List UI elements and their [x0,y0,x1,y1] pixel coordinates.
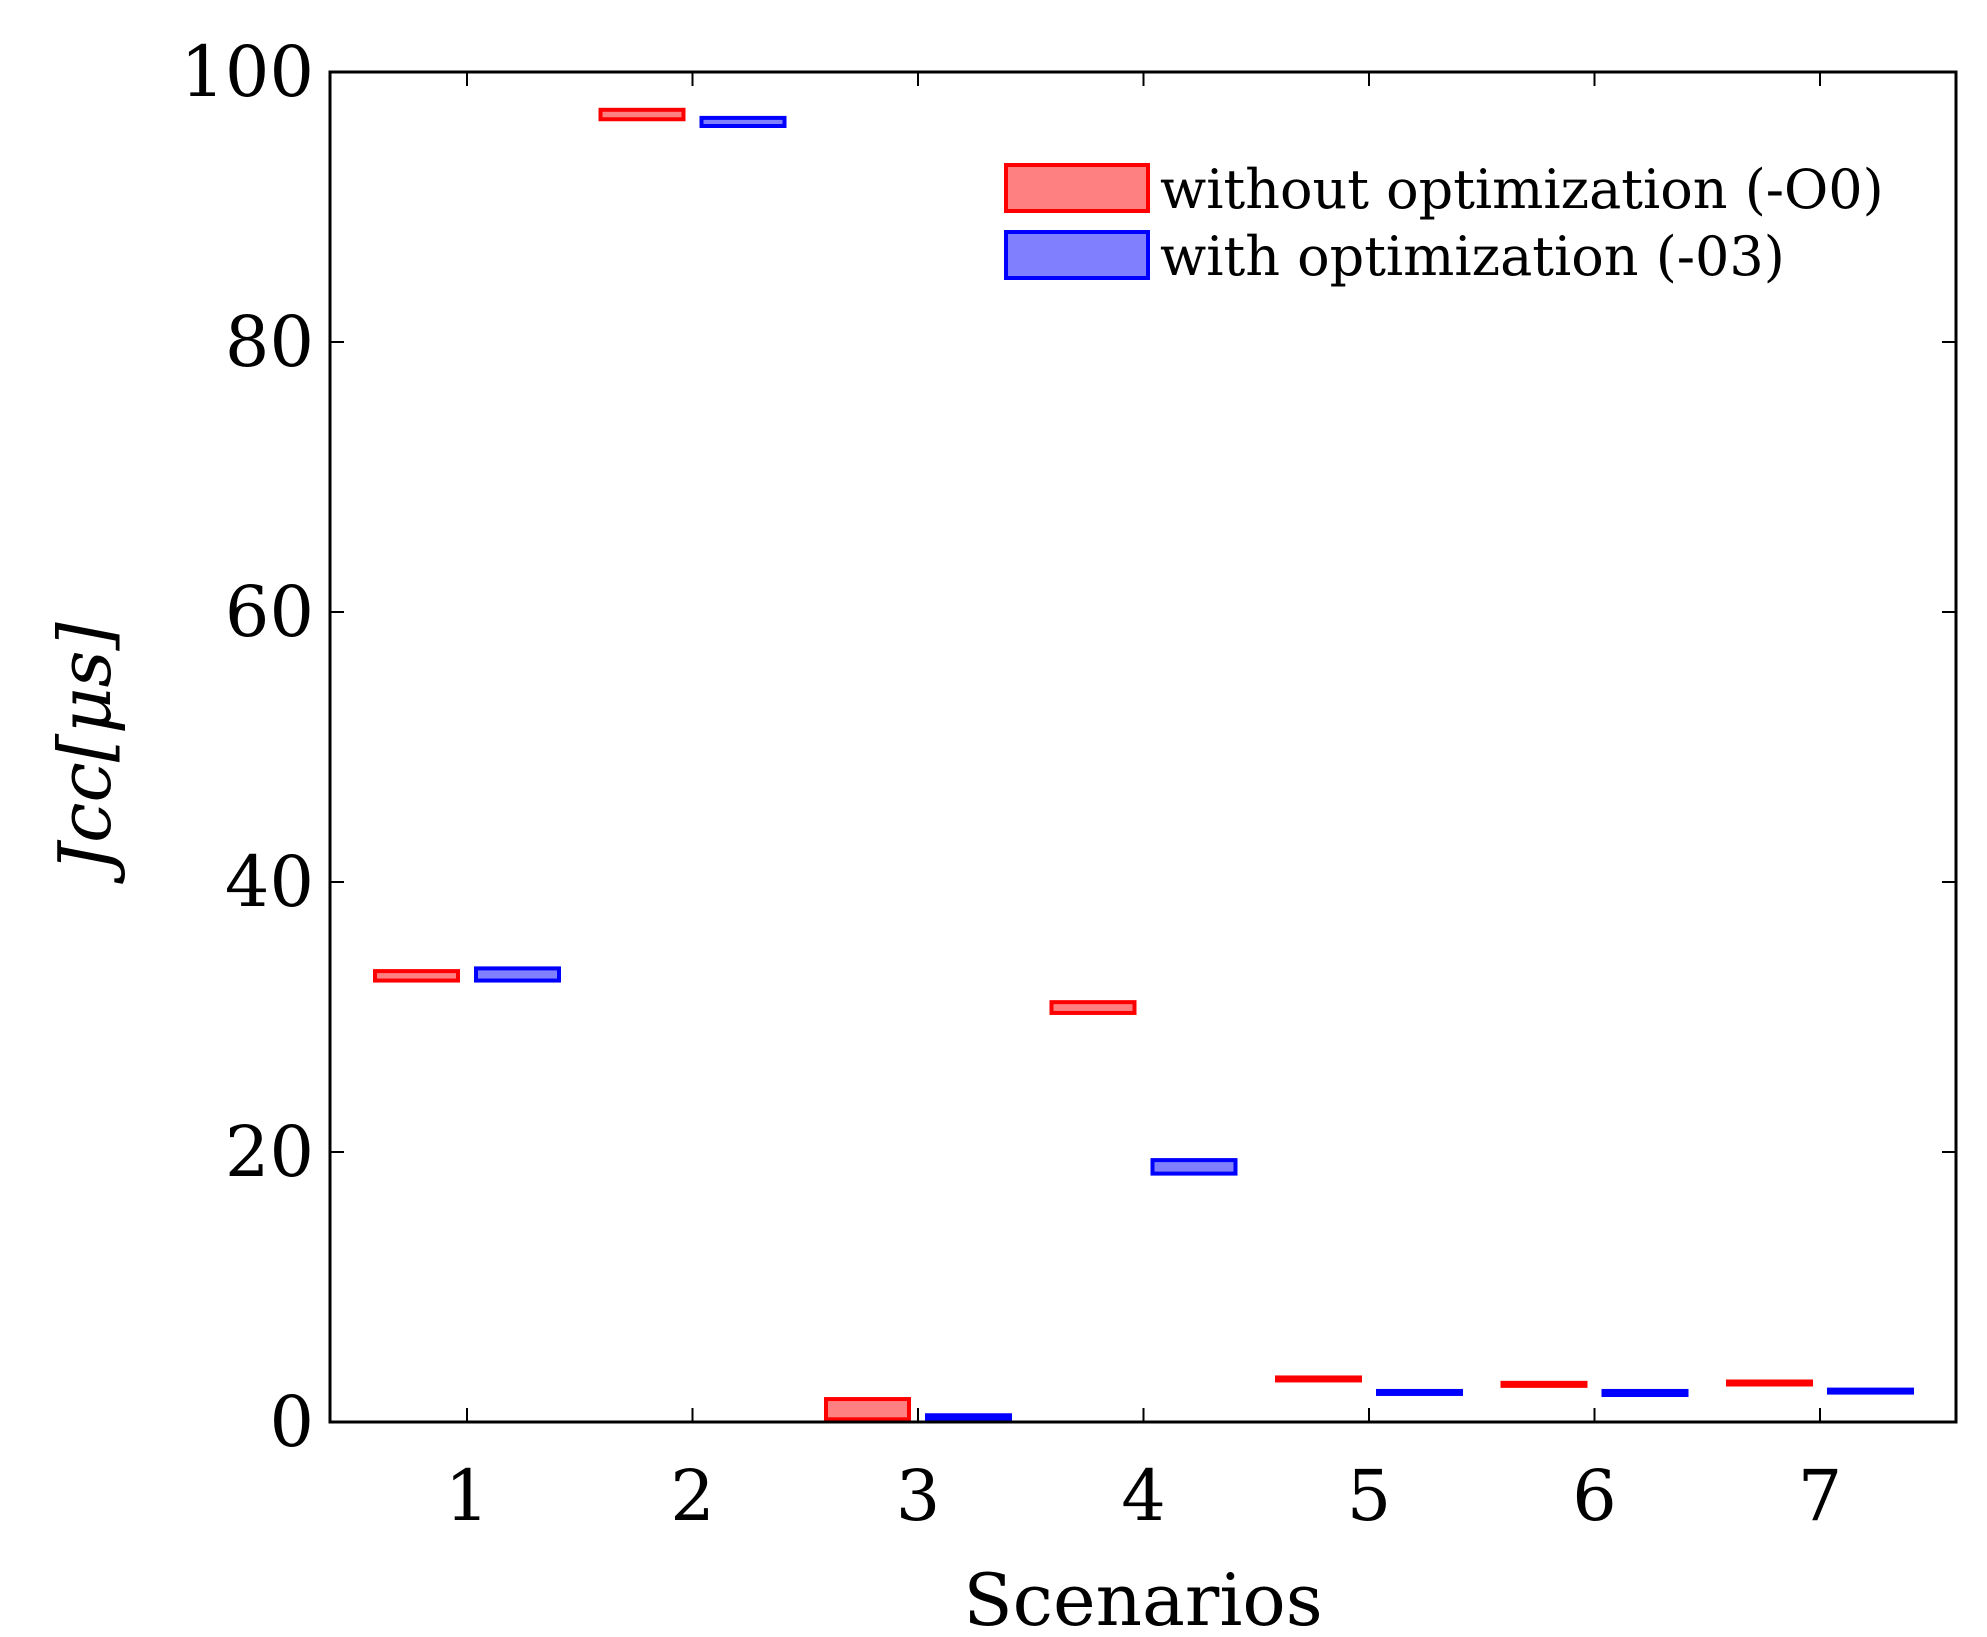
x-tick-label: 2 [670,1455,715,1537]
y-tick-label: 0 [269,1381,314,1463]
y-axis-title: Jcc[μs] [43,621,127,884]
box-with-optimization-5 [1376,1388,1463,1396]
x-tick-label: 4 [1121,1455,1166,1537]
y-tick-label: 100 [180,31,314,113]
box-with-optimization-2 [699,115,787,129]
ticks: 0 20 40 60 80 100 1 2 3 4 5 6 7 [180,31,1956,1537]
legend-label-with-optimization: with optimization (-03) [1160,225,1785,288]
legend: without optimization (-O0) with optimiza… [1004,158,1884,288]
y-tick-label: 60 [225,571,314,653]
box-without-optimization-1 [373,969,460,983]
box-with-optimization-1 [474,966,561,983]
legend-swatch-with-optimization [1004,230,1150,280]
legend-label-without-optimization: without optimization (-O0) [1160,158,1884,221]
y-tick-label: 80 [225,301,314,383]
box-without-optimization-6 [1500,1380,1588,1388]
box-without-optimization-5 [1275,1375,1362,1383]
x-tick-label: 7 [1798,1455,1843,1537]
x-tick-label: 6 [1572,1455,1617,1537]
box-without-optimization-2 [598,107,686,122]
x-axis-title: Scenarios [963,1558,1322,1637]
box-with-optimization-4 [1150,1158,1238,1176]
box-with-optimization-6 [1601,1388,1689,1397]
plot-area [373,107,1914,1422]
legend-swatch-without-optimization [1004,163,1150,213]
x-tick-label: 5 [1347,1455,1392,1537]
x-tick-label: 3 [896,1455,941,1537]
x-tick-label: 1 [445,1455,490,1537]
box-with-optimization-3 [925,1413,1012,1422]
box-without-optimization-7 [1726,1379,1813,1387]
box-without-optimization-4 [1049,1000,1137,1015]
box-without-optimization-3 [824,1397,911,1422]
box-with-optimization-7 [1827,1387,1914,1395]
y-tick-label: 20 [225,1111,314,1193]
y-tick-label: 40 [225,841,314,923]
